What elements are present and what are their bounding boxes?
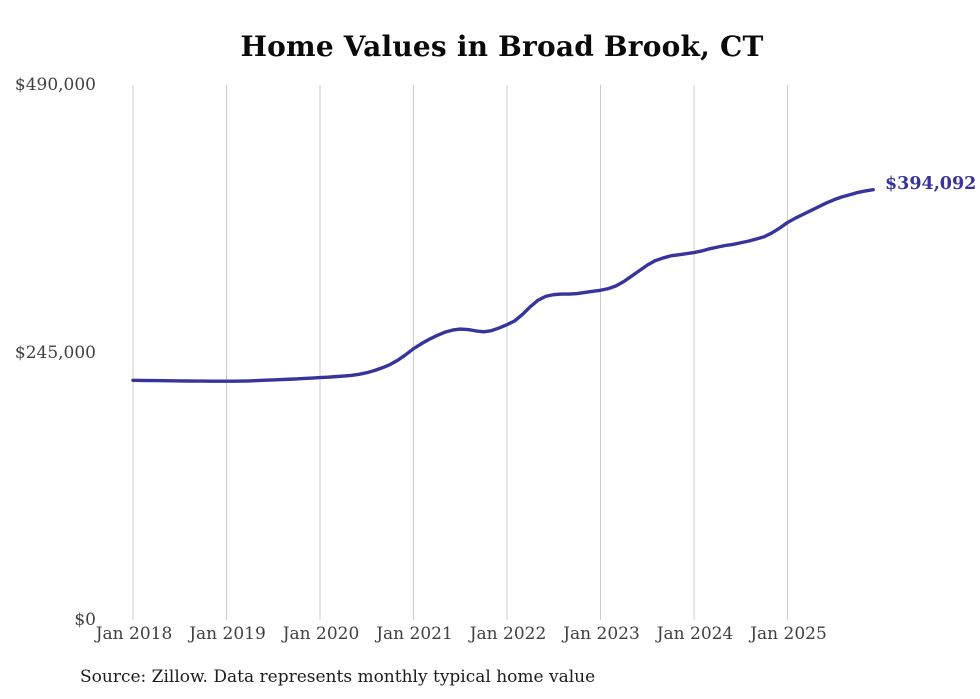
x-axis-tick-label: Jan 2021 (376, 624, 453, 644)
chart-title: Home Values in Broad Brook, CT (240, 30, 764, 63)
x-axis-tick-label: Jan 2023 (563, 624, 640, 644)
latest-value-label: $394,092 (885, 174, 977, 194)
y-axis-tick-label: $245,000 (14, 342, 96, 363)
x-axis-tick-label: Jan 2024 (656, 624, 734, 644)
source-note: Source: Zillow. Data represents monthly … (80, 667, 596, 687)
x-axis-tick-label: Jan 2020 (282, 624, 360, 644)
home-value-line (131, 188, 875, 383)
x-axis-tick-label: Jan 2022 (469, 624, 547, 644)
x-axis-tick-label: Jan 2018 (95, 624, 173, 644)
y-axis-tick-label: $490,000 (14, 75, 96, 95)
y-axis-tick-label: $0 (74, 610, 96, 630)
x-axis-tick-label: Jan 2025 (750, 624, 827, 644)
x-axis-tick-label: Jan 2019 (189, 624, 266, 644)
